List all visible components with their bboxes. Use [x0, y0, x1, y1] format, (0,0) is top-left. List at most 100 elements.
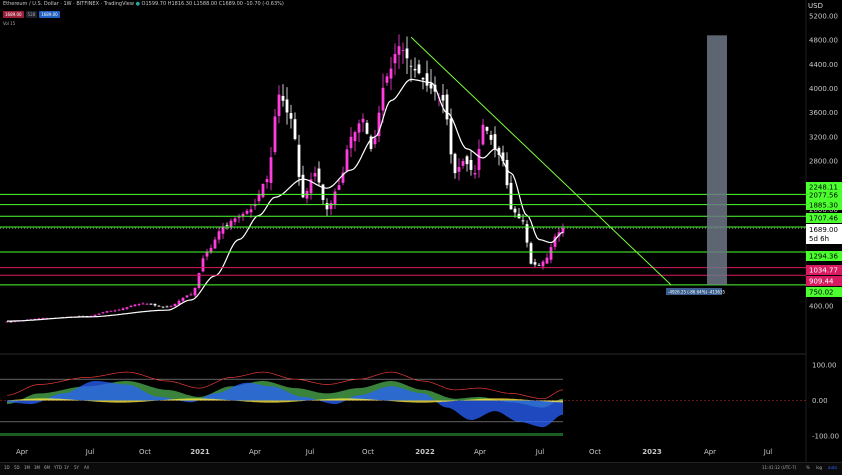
candle-body [289, 113, 293, 119]
level-price-label: 1294.36 [809, 253, 838, 261]
time-tick-label: Oct [589, 448, 601, 456]
candle-body [241, 213, 245, 217]
candle-body [113, 310, 117, 312]
candle-body [325, 203, 329, 210]
candle-body [425, 73, 429, 86]
candle-body [177, 300, 181, 305]
currency-label[interactable]: USD [808, 2, 823, 10]
price-tick-label: 4800.00 [809, 37, 838, 45]
level-price-label: 909.44 [809, 278, 834, 286]
candle-body [553, 236, 557, 247]
auto-toggle[interactable]: auto [828, 465, 838, 470]
live-dot-icon: ● [135, 1, 142, 7]
timeframe-button[interactable]: 5D [14, 465, 20, 470]
level-price-tag [806, 287, 842, 297]
candle-body [185, 295, 189, 298]
candle-body [221, 227, 225, 234]
candle-body [549, 247, 553, 260]
candle-body [429, 83, 433, 89]
timeframe-button[interactable]: 1D [4, 465, 10, 470]
candle-body [501, 152, 505, 161]
candle-body [201, 258, 205, 272]
candle-body [421, 77, 425, 80]
timeframe-button[interactable]: 1Y [64, 465, 69, 470]
candle-body [441, 95, 445, 101]
candle-body [505, 159, 509, 186]
candle-body [417, 64, 421, 74]
buy-chip[interactable]: 1689.00 [39, 11, 60, 18]
timeframe-button[interactable]: All [84, 465, 89, 470]
time-tick-label: Jul [305, 448, 315, 456]
candle-body [317, 168, 321, 183]
percent-toggle[interactable]: % [806, 465, 810, 470]
candle-body [285, 99, 289, 113]
level-price-tag [806, 190, 842, 200]
candle-body [161, 306, 165, 308]
osc-signal-line [6, 371, 564, 400]
candle-body [509, 182, 513, 210]
candle-body [257, 194, 261, 202]
osc-area-yellow [7, 398, 563, 403]
time-tick-label: 2023 [642, 448, 662, 456]
candle-body [153, 303, 157, 306]
candle-body [33, 318, 37, 320]
log-toggle[interactable]: log [816, 465, 823, 470]
candle-body [353, 132, 357, 142]
candle-body [409, 65, 413, 67]
candle-body [349, 136, 353, 149]
candle-body [309, 179, 313, 194]
candle-body [385, 76, 389, 83]
ohlc-readout: O1599.70 H1816.30 L1588.00 C1689.00 -10.… [141, 1, 284, 7]
candle-body [345, 149, 349, 172]
level-price-label: 1885.30 [809, 202, 838, 210]
level-price-label: 1034.77 [809, 267, 838, 275]
candle-body [277, 94, 281, 117]
candle-body [457, 167, 461, 172]
candle-body [389, 68, 393, 79]
candle-body [173, 303, 177, 307]
candle-body [525, 224, 529, 243]
candle-body [253, 204, 257, 207]
timeframe-button[interactable]: YTD [54, 465, 62, 470]
time-tick-label: Oct [139, 448, 151, 456]
candle-body [489, 134, 493, 140]
timeframe-button[interactable]: 5Y [74, 465, 79, 470]
level-price-tag [806, 251, 842, 261]
time-tick-label: 2022 [415, 448, 435, 456]
sell-chip[interactable]: 1689.00 [3, 11, 24, 18]
candle-body [461, 161, 465, 166]
osc-tick-label: -100.00 [812, 433, 839, 441]
candle-body [5, 321, 9, 323]
level-price-tag [806, 213, 842, 223]
clock-readout[interactable]: 11:41:12 (UTC-7) [762, 465, 797, 470]
timeframe-button[interactable]: 1M [24, 465, 30, 470]
price-tick-label: 5200.00 [809, 13, 838, 21]
last-price-countdown: 5d 6h [809, 235, 829, 243]
candle-body [293, 119, 297, 140]
level-price-label: 2077.56 [809, 192, 838, 200]
candle-body [381, 87, 385, 111]
candle-body [373, 137, 377, 145]
candle-body [109, 310, 113, 312]
candle-body [513, 208, 517, 213]
candle-body [449, 118, 453, 155]
candle-body [169, 306, 173, 308]
candle-body [213, 239, 217, 249]
timeframe-button[interactable]: 3M [34, 465, 40, 470]
candle-body [229, 220, 233, 227]
candle-body [561, 228, 565, 234]
candle-body [469, 160, 473, 170]
candle-body [225, 224, 229, 226]
candle-body [181, 297, 185, 301]
candle-body [157, 305, 161, 307]
candle-body [313, 173, 317, 177]
candle-body [329, 203, 333, 210]
level-price-tag [806, 276, 842, 286]
time-tick-label: Jul [535, 448, 545, 456]
candle-body [129, 305, 133, 308]
candle-body [321, 184, 325, 200]
candle-body [393, 54, 397, 64]
time-axis: Apr Jul Oct 2021 Apr Jul Oct 2022 Apr Jul Oct 2023 A… [16, 448, 772, 456]
timeframe-button[interactable]: 6M [44, 465, 50, 470]
